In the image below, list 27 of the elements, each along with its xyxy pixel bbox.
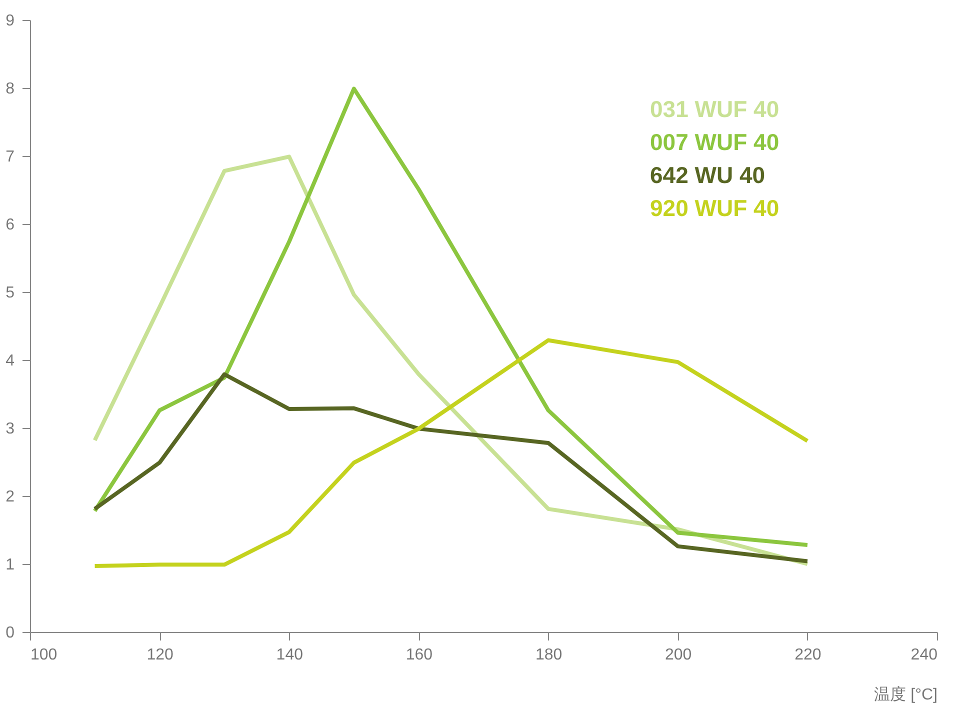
y-tick-label: 9 (6, 12, 15, 30)
y-tick-label: 7 (6, 148, 15, 166)
y-tick-label: 0 (6, 624, 15, 642)
x-tick-label: 160 (406, 646, 433, 664)
y-tick-label: 1 (6, 556, 15, 574)
y-tick-label: 8 (6, 80, 15, 98)
line-series (92, 338, 810, 568)
x-tick-label: 100 (30, 646, 58, 664)
y-tick-label: 6 (6, 216, 15, 234)
text: 031 WUF 40 (650, 96, 780, 122)
x-tick-label: 200 (665, 646, 692, 664)
x-tick-label: 180 (535, 646, 562, 664)
line-series (92, 86, 810, 547)
text: 007 WUF 40 (650, 129, 780, 155)
x-axis-title: 温度 [°C] (874, 686, 938, 704)
y-tick-label: 2 (6, 488, 15, 506)
y-tick-label: 4 (6, 352, 15, 370)
x-tick-label: 220 (794, 646, 822, 664)
x-tick-label: 140 (276, 646, 304, 664)
y-tick-label: 3 (6, 420, 15, 438)
x-tick-label: 120 (146, 646, 174, 664)
text: 920 WUF 40 (650, 195, 780, 221)
line-series (92, 372, 810, 564)
text: 642 WU 40 (650, 162, 766, 188)
line-series (92, 154, 810, 566)
x-tick-label: 240 (910, 646, 938, 664)
y-tick-label: 5 (6, 284, 15, 302)
